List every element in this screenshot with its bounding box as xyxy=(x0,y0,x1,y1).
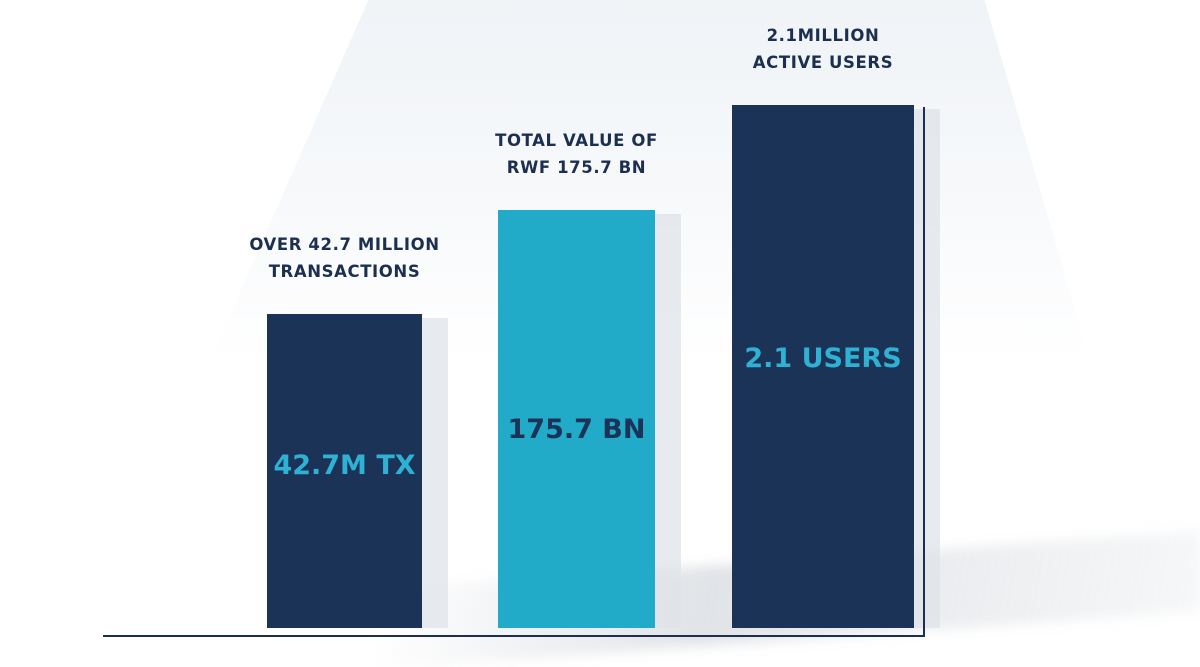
value-label-2: 175.7 BN xyxy=(508,414,646,445)
category-label-line: RWF 175.7 BN xyxy=(507,158,646,177)
axes xyxy=(103,107,925,637)
bar-2 xyxy=(498,210,655,628)
category-label-1: OVER 42.7 MILLION TRANSACTIONS xyxy=(249,235,439,281)
category-label-line: TOTAL VALUE OF xyxy=(495,131,658,150)
bar-3 xyxy=(732,105,914,628)
bars xyxy=(267,105,914,628)
category-label-line: ACTIVE USERS xyxy=(753,53,893,72)
value-label-3: 2.1 USERS xyxy=(744,343,901,374)
value-label-1: 42.7M TX xyxy=(273,450,415,481)
category-label-line: OVER 42.7 MILLION xyxy=(249,235,439,254)
bar-category-labels: OVER 42.7 MILLION TRANSACTIONS TOTAL VALUE… xyxy=(249,26,893,281)
category-label-line: 2.1MILLION xyxy=(767,26,880,45)
bar-value-labels: 42.7M TX 175.7 BN 2.1 USERS xyxy=(273,343,901,481)
category-label-2: TOTAL VALUE OF RWF 175.7 BN xyxy=(495,131,658,177)
category-label-3: 2.1MILLION ACTIVE USERS xyxy=(753,26,893,72)
bar-1 xyxy=(267,314,422,628)
category-label-line: TRANSACTIONS xyxy=(269,262,421,281)
